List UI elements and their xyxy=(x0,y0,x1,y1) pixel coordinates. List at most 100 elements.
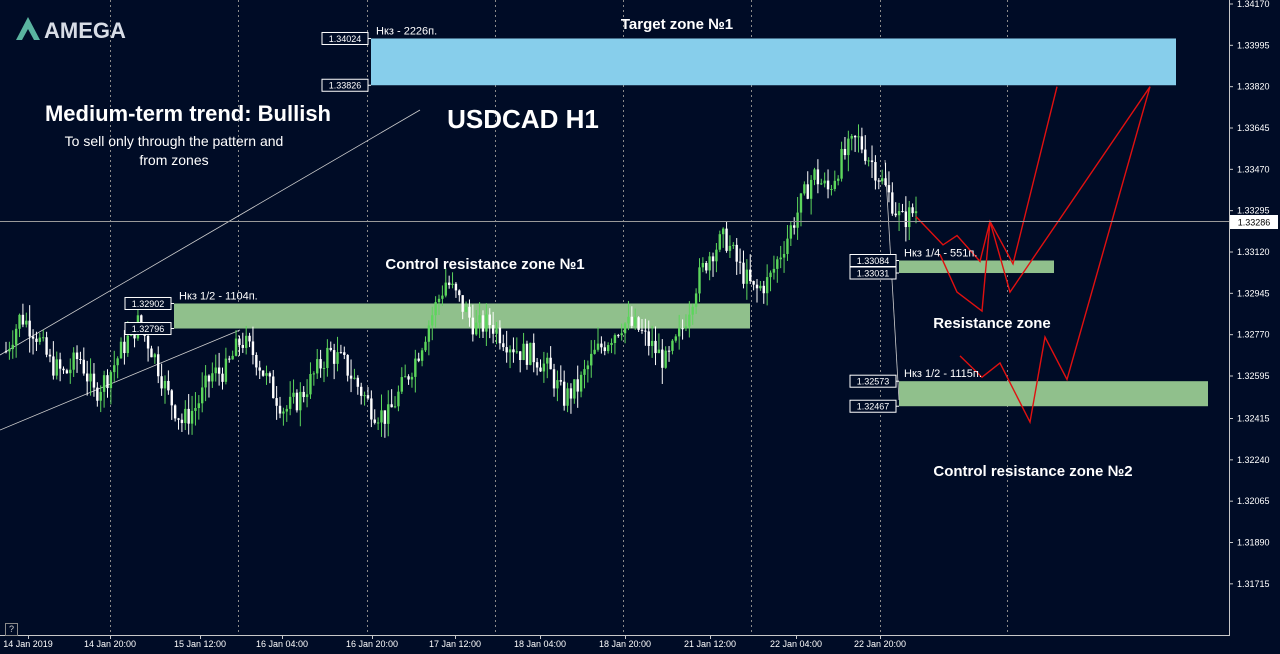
candle-body xyxy=(620,333,623,336)
candle-body xyxy=(163,380,167,389)
candle-body xyxy=(762,285,765,294)
candle-body xyxy=(559,380,562,382)
candle-body xyxy=(288,396,292,409)
candle-body xyxy=(96,387,99,401)
candle-body xyxy=(552,369,556,389)
amega-logo[interactable]: AMEGA xyxy=(16,17,126,43)
candle-body xyxy=(79,359,82,361)
candle-body xyxy=(424,341,427,351)
candle-body xyxy=(72,352,75,370)
candle-body xyxy=(458,290,461,296)
time-tick-label: 17 Jan 12:00 xyxy=(429,639,481,649)
candle-body xyxy=(376,422,380,424)
candle-body xyxy=(427,325,431,342)
candle-body xyxy=(173,405,177,419)
candle-body xyxy=(488,314,491,326)
candle-body xyxy=(566,388,569,406)
candle-body xyxy=(860,136,864,150)
candle-body xyxy=(437,298,441,303)
candle-body xyxy=(217,367,221,374)
candle-body xyxy=(92,373,96,388)
candle-body xyxy=(295,392,299,411)
candle-body xyxy=(349,375,353,379)
zone-name: Control resistance zone №2 xyxy=(933,463,1132,480)
candle-body xyxy=(214,367,217,374)
candle-body xyxy=(390,404,393,408)
candle-body xyxy=(468,306,471,318)
help-icon[interactable]: ? xyxy=(5,623,18,636)
candle-body xyxy=(799,193,803,213)
candle-body xyxy=(705,262,708,271)
candle-body xyxy=(569,388,573,399)
candle-body xyxy=(732,244,735,246)
candle-body xyxy=(160,376,163,389)
candle-body xyxy=(356,377,360,387)
candle-body xyxy=(113,365,116,373)
candle-body xyxy=(180,419,184,424)
candle-body xyxy=(4,351,8,353)
candle-body xyxy=(99,391,102,401)
candle-body xyxy=(11,344,14,350)
candle-body xyxy=(586,365,590,370)
candle-body xyxy=(221,373,224,382)
candle-body xyxy=(89,373,92,382)
candle-body xyxy=(373,419,376,423)
candle-body xyxy=(491,325,495,334)
zone-labels-layer: 1.34024 1.33826 Нкз - 2226п. Target zone №1… xyxy=(124,16,1133,480)
candle-body xyxy=(258,367,261,371)
candle-body xyxy=(157,354,160,377)
candle-body xyxy=(272,376,275,399)
candle-body xyxy=(241,344,245,348)
time-tick-label: 16 Jan 04:00 xyxy=(256,639,308,649)
candle-body xyxy=(681,328,684,330)
candle-body xyxy=(769,272,772,278)
candle-body xyxy=(874,162,877,181)
candle-body xyxy=(464,306,468,312)
vertical-grid xyxy=(110,0,1008,635)
candle-body xyxy=(644,330,647,332)
candle-body xyxy=(251,341,255,355)
candle-body xyxy=(820,183,823,185)
candle-body xyxy=(62,368,65,371)
candle-body xyxy=(231,355,234,360)
candle-body xyxy=(14,328,18,345)
price-tick-label: 1.33645 xyxy=(1237,123,1270,133)
candle-body xyxy=(708,256,711,271)
candle-body xyxy=(765,277,769,294)
candle-body xyxy=(752,281,755,285)
candle-body xyxy=(167,380,170,391)
candle-body xyxy=(85,373,89,382)
candle-body xyxy=(407,376,410,380)
candle-body xyxy=(42,337,45,339)
projection-path xyxy=(939,86,1151,313)
candle-body xyxy=(248,335,251,342)
candle-body xyxy=(207,375,211,382)
candle-body xyxy=(282,411,285,414)
candle-body xyxy=(343,352,346,355)
candle-body xyxy=(671,340,674,351)
symbol-title: USDCAD H1 xyxy=(447,104,599,134)
candle-body xyxy=(403,376,407,378)
candle-body xyxy=(302,391,305,398)
candle-body xyxy=(393,406,397,408)
candle-body xyxy=(600,343,603,348)
candle-body xyxy=(75,352,79,360)
candle-body xyxy=(779,257,782,260)
candle-body xyxy=(119,341,123,359)
candle-body xyxy=(292,392,295,397)
candle-body xyxy=(688,314,691,327)
candle-body xyxy=(512,349,515,353)
candle-body xyxy=(904,211,908,228)
candle-body xyxy=(745,269,749,284)
candle-body xyxy=(109,372,113,389)
candle-body xyxy=(316,359,319,374)
time-tick-label: 22 Jan 04:00 xyxy=(770,639,822,649)
candle-body xyxy=(150,348,153,358)
zone-note: Нкз - 2226п. xyxy=(376,25,437,37)
candle-body xyxy=(891,192,894,214)
candle-body xyxy=(360,386,363,396)
candle-body xyxy=(532,342,535,363)
candle-body xyxy=(759,285,762,289)
candle-body xyxy=(508,349,512,353)
